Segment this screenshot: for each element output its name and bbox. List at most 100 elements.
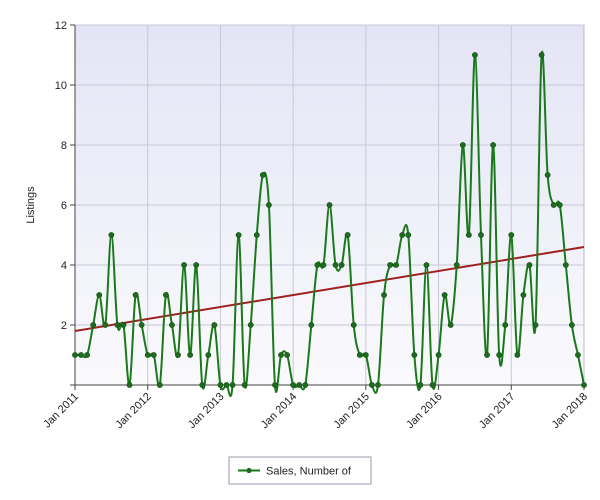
data-point bbox=[550, 202, 557, 208]
data-point bbox=[423, 262, 430, 268]
data-point bbox=[375, 382, 381, 388]
data-point bbox=[126, 382, 133, 388]
data-point bbox=[465, 232, 472, 238]
data-point bbox=[235, 232, 242, 238]
data-point bbox=[350, 322, 357, 328]
data-point bbox=[532, 322, 539, 328]
data-point bbox=[296, 382, 303, 388]
data-point bbox=[162, 292, 169, 298]
trend-line bbox=[74, 246, 585, 332]
x-tick-label: Jan 2015 bbox=[331, 391, 371, 431]
data-point bbox=[247, 322, 254, 328]
data-point bbox=[114, 322, 121, 328]
data-point bbox=[338, 262, 345, 268]
data-point bbox=[544, 172, 551, 178]
x-tick-label: Jan 2013 bbox=[186, 391, 226, 431]
data-point bbox=[96, 292, 103, 298]
data-point bbox=[581, 382, 587, 388]
data-point bbox=[399, 232, 406, 238]
data-point bbox=[132, 292, 139, 298]
data-point bbox=[181, 262, 187, 268]
legend-marker bbox=[246, 467, 252, 474]
data-point bbox=[459, 142, 466, 148]
data-point bbox=[290, 382, 297, 388]
x-tick-label: Jan 2014 bbox=[259, 391, 299, 431]
data-point bbox=[478, 232, 484, 238]
data-point bbox=[405, 232, 412, 238]
y-tick-label: 10 bbox=[55, 80, 67, 92]
data-point bbox=[199, 382, 206, 388]
data-point bbox=[429, 382, 436, 388]
legend-label: Sales, Number of bbox=[266, 466, 352, 478]
data-point bbox=[381, 292, 387, 298]
data-point bbox=[193, 262, 200, 268]
data-point bbox=[575, 352, 581, 358]
data-point bbox=[102, 322, 109, 328]
data-point bbox=[369, 382, 375, 388]
data-point bbox=[138, 322, 145, 328]
data-point bbox=[308, 322, 315, 328]
data-point bbox=[356, 352, 363, 358]
data-point bbox=[526, 262, 533, 268]
data-point bbox=[156, 382, 163, 388]
data-point bbox=[187, 352, 194, 358]
data-point bbox=[302, 382, 309, 388]
y-tick-label: 12 bbox=[55, 20, 67, 32]
x-tick-label: Jan 2012 bbox=[113, 391, 153, 431]
data-point bbox=[472, 52, 478, 58]
y-tick-label: 6 bbox=[61, 200, 67, 212]
x-tick-label: Jan 2016 bbox=[404, 391, 444, 431]
data-point bbox=[144, 352, 151, 358]
data-point bbox=[362, 352, 369, 358]
y-tick-label: 4 bbox=[61, 260, 67, 272]
legend-box bbox=[228, 456, 372, 485]
data-point bbox=[241, 382, 248, 388]
data-point bbox=[284, 352, 290, 358]
data-point bbox=[78, 352, 84, 358]
data-point bbox=[441, 292, 448, 298]
data-point bbox=[332, 262, 339, 268]
data-point bbox=[169, 322, 175, 328]
data-point bbox=[72, 352, 78, 358]
data-point bbox=[272, 382, 278, 388]
data-point bbox=[108, 232, 115, 238]
data-point bbox=[520, 292, 527, 298]
data-point bbox=[278, 352, 284, 358]
y-tick-label: 2 bbox=[61, 320, 67, 332]
data-point bbox=[205, 352, 212, 358]
data-point bbox=[502, 322, 509, 328]
data-point bbox=[538, 52, 545, 58]
data-point bbox=[344, 232, 351, 238]
data-point bbox=[253, 232, 260, 238]
x-tick-label: Jan 2017 bbox=[477, 391, 517, 431]
y-axis-title: Listings bbox=[25, 186, 37, 224]
data-point bbox=[447, 322, 454, 328]
data-point bbox=[320, 262, 327, 268]
data-point bbox=[568, 322, 575, 328]
data-point bbox=[223, 382, 230, 388]
data-point bbox=[411, 352, 418, 358]
data-point bbox=[484, 352, 490, 358]
data-point bbox=[259, 172, 266, 178]
data-point bbox=[120, 322, 127, 328]
data-point bbox=[175, 352, 181, 358]
data-point bbox=[229, 382, 236, 388]
x-tick-label: Jan 2011 bbox=[41, 391, 81, 431]
data-point bbox=[417, 382, 424, 388]
data-point bbox=[453, 262, 460, 268]
data-point bbox=[266, 202, 272, 208]
x-tick-label: Jan 2018 bbox=[550, 391, 590, 431]
data-point bbox=[496, 352, 503, 358]
data-point bbox=[326, 202, 333, 208]
data-point bbox=[490, 142, 497, 148]
data-point bbox=[90, 322, 97, 328]
data-point bbox=[562, 262, 569, 268]
data-point bbox=[514, 352, 521, 358]
data-point bbox=[556, 202, 563, 208]
data-point bbox=[150, 352, 157, 358]
data-point bbox=[508, 232, 515, 238]
data-point bbox=[435, 352, 442, 358]
data-point bbox=[387, 262, 393, 268]
